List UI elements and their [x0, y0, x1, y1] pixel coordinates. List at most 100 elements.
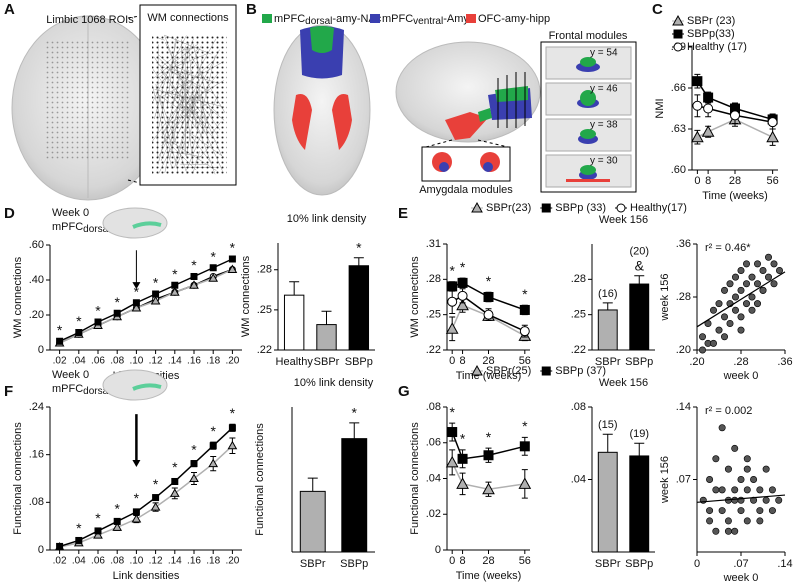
legend-marker: [616, 203, 626, 213]
series-line: [697, 105, 773, 123]
x-tick-label: .12: [149, 556, 163, 567]
scatter-point: [737, 313, 745, 321]
zoom-line: [477, 139, 509, 148]
marker: [171, 477, 179, 485]
roi-grid: [45, 40, 130, 160]
series-line: [59, 427, 233, 548]
x-tick-label: 8: [705, 175, 711, 187]
scatter-point: [743, 486, 751, 494]
chart: Functional connections 10% link density SB…: [254, 377, 375, 570]
green-module: [478, 108, 492, 122]
marker: [518, 477, 532, 489]
legend-subscript: ventral: [413, 16, 443, 27]
y-axis-label: WM connections: [12, 256, 24, 338]
scatter-point: [712, 455, 720, 463]
x-tick-label: .20: [225, 556, 239, 567]
bar: [629, 283, 650, 351]
subtitle-subscript: dorsal: [83, 386, 110, 397]
significance-label: *: [522, 286, 528, 302]
legend-label: SBPp (33): [555, 202, 606, 214]
x-tick-label: .04: [72, 356, 86, 367]
marker: [457, 290, 468, 301]
x-tick-label: 8: [460, 555, 466, 567]
red-module: [292, 94, 312, 150]
scatter-point: [726, 319, 734, 327]
marker: [457, 277, 468, 288]
brain-icon: [102, 207, 168, 239]
legend-swatch: [466, 14, 476, 23]
slice-label: y = 38: [590, 120, 618, 131]
scatter-point: [737, 286, 745, 294]
significance-label: *: [210, 248, 216, 264]
chart-title: Week 0: [52, 207, 89, 219]
scatter-point: [715, 300, 723, 308]
y-tick-label: .31: [426, 238, 441, 250]
n-label: (15): [598, 419, 618, 431]
x-tick-label: .16: [187, 356, 201, 367]
y-axis-label: week 156: [659, 273, 671, 321]
legend-swatch: [262, 14, 272, 23]
x-tick-label: SBPr: [300, 558, 326, 570]
y-tick-label: .06: [426, 437, 441, 449]
fit-line: [696, 271, 786, 328]
significance-label: *: [191, 441, 197, 457]
significance-label: *: [191, 257, 197, 273]
scatter-point: [712, 527, 720, 535]
scatter-point: [737, 475, 745, 483]
significance-label: *: [134, 283, 140, 299]
x-tick-label: 28: [482, 355, 494, 367]
series-line: [697, 118, 773, 138]
red-module: [332, 94, 352, 150]
subtitle-text: mPFC: [52, 221, 83, 233]
scatter-point: [748, 273, 756, 281]
legend-text: -Amy: [443, 13, 469, 25]
subtitle-text: mPFC: [52, 383, 83, 395]
significance-label: *: [230, 405, 236, 421]
scatter-point: [764, 273, 772, 281]
legend-swatch: [370, 14, 380, 23]
y-tick-label: .25: [257, 304, 272, 316]
scatter-point: [768, 507, 776, 515]
x-tick-label: .02: [53, 356, 67, 367]
marker: [113, 517, 121, 525]
panel-b: mPFCdorsal-amy-NAc mPFCventral-Amy OFC-a…: [262, 13, 637, 196]
legend-marker: [471, 201, 483, 213]
marker: [113, 309, 121, 317]
marker: [189, 473, 199, 482]
chart: .22 .25 .28 .31 WM connections Time (weeks)0 8…: [409, 202, 687, 382]
x-tick-label: Healthy: [276, 356, 314, 368]
marker: [767, 117, 778, 128]
significance-label: *: [356, 239, 362, 255]
x-tick-label: .10: [129, 356, 143, 367]
x-axis-label: Time (weeks): [702, 190, 768, 202]
marker: [112, 522, 123, 531]
n-label: (16): [598, 288, 618, 300]
legend-text: -amy-NAc: [332, 13, 381, 25]
marker: [447, 427, 458, 438]
chart-title: 10% link density: [287, 213, 367, 225]
marker: [456, 298, 469, 311]
legend-label: SBPp (37): [555, 365, 606, 377]
y-tick-label: 0: [38, 544, 44, 556]
marker: [209, 442, 217, 450]
x-tick-label: .10: [129, 556, 143, 567]
scatter-point: [731, 293, 739, 301]
significance-label: *: [76, 520, 82, 536]
panel-a: Limbic 1068 ROIs WM connections: [11, 4, 237, 201]
scatter-point: [698, 346, 706, 354]
scatter-point: [775, 266, 783, 274]
y-axis-label: Functional connections: [254, 423, 266, 536]
y-tick-label: .16: [29, 449, 44, 461]
marker: [56, 542, 64, 550]
bar: [597, 309, 618, 351]
y-axis-label: WM connections: [409, 256, 421, 338]
arrow-head: [132, 460, 141, 468]
marker: [482, 482, 495, 495]
marker: [228, 255, 236, 263]
marker: [190, 273, 198, 280]
marker: [519, 441, 530, 452]
y-tick-label: .02: [426, 508, 441, 520]
legend-marker: [541, 366, 551, 376]
legend-marker: [672, 14, 684, 26]
chart-title: Week 0: [52, 369, 89, 381]
